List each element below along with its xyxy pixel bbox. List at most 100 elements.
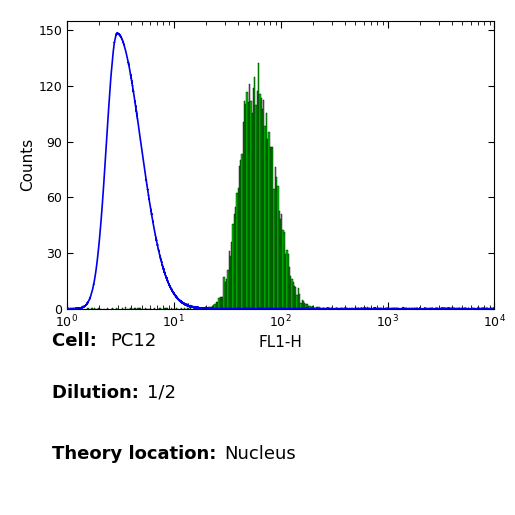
Bar xyxy=(425,307,426,309)
Bar xyxy=(276,177,277,309)
Bar xyxy=(273,188,274,309)
Bar xyxy=(244,101,245,309)
Bar xyxy=(196,308,198,309)
Bar xyxy=(315,307,316,309)
Bar xyxy=(373,308,375,309)
Text: Cell:: Cell: xyxy=(52,332,102,350)
Bar xyxy=(258,63,259,309)
Text: PC12: PC12 xyxy=(111,332,157,350)
Bar xyxy=(116,308,117,309)
Bar xyxy=(289,267,290,309)
Bar xyxy=(392,308,394,309)
Bar xyxy=(254,77,255,309)
Bar xyxy=(316,307,317,309)
Bar xyxy=(262,109,263,309)
Bar xyxy=(465,308,466,309)
Bar xyxy=(145,308,146,309)
Bar xyxy=(293,282,294,309)
Bar xyxy=(207,308,208,309)
Bar xyxy=(135,308,136,309)
Bar xyxy=(216,302,217,309)
Bar xyxy=(358,308,359,309)
Bar xyxy=(280,219,281,309)
Bar xyxy=(235,207,236,309)
Bar xyxy=(340,308,341,309)
Bar xyxy=(217,302,218,309)
Bar xyxy=(305,304,307,309)
Bar xyxy=(286,250,287,309)
Bar xyxy=(274,167,276,309)
Bar xyxy=(317,307,318,309)
Bar xyxy=(219,297,221,309)
Bar xyxy=(304,303,305,309)
Bar xyxy=(490,308,491,309)
Text: 1/2: 1/2 xyxy=(147,384,176,402)
Bar xyxy=(285,254,286,309)
Bar xyxy=(237,188,239,309)
Text: Dilution:: Dilution: xyxy=(52,384,145,402)
Bar xyxy=(112,308,113,309)
Bar xyxy=(131,308,132,309)
Bar xyxy=(302,300,303,309)
Bar xyxy=(208,307,209,309)
Bar xyxy=(295,287,297,309)
Bar xyxy=(282,230,284,309)
Bar xyxy=(360,308,362,309)
Bar xyxy=(140,308,141,309)
Bar xyxy=(267,139,268,309)
Bar xyxy=(236,193,237,309)
Bar xyxy=(352,308,353,309)
Bar xyxy=(279,211,280,309)
Bar xyxy=(410,308,412,309)
Bar xyxy=(94,308,95,309)
Bar xyxy=(240,160,242,309)
Bar xyxy=(277,185,279,309)
Bar xyxy=(250,101,252,309)
Bar xyxy=(290,276,291,309)
Bar xyxy=(284,232,285,309)
Bar xyxy=(431,308,433,309)
Bar xyxy=(190,308,192,309)
Bar xyxy=(247,92,248,309)
Bar xyxy=(184,308,185,309)
Bar xyxy=(417,308,418,309)
Bar xyxy=(211,307,212,309)
Bar xyxy=(229,251,230,309)
Bar xyxy=(242,154,243,309)
Bar xyxy=(221,297,222,309)
Bar xyxy=(225,282,226,309)
Bar xyxy=(331,308,332,309)
Bar xyxy=(67,308,68,309)
Bar xyxy=(312,306,313,309)
Bar xyxy=(107,308,108,309)
Bar xyxy=(390,308,391,309)
Bar xyxy=(318,307,320,309)
Bar xyxy=(405,308,407,309)
Bar xyxy=(268,132,269,309)
Bar xyxy=(291,279,293,309)
Bar xyxy=(133,308,135,309)
Bar xyxy=(81,307,82,309)
Bar xyxy=(218,298,219,309)
Bar xyxy=(171,308,172,309)
Bar xyxy=(259,94,261,309)
Bar xyxy=(313,307,315,309)
Bar xyxy=(255,105,257,309)
Bar xyxy=(477,308,478,309)
Bar xyxy=(385,308,386,309)
Bar xyxy=(441,308,443,309)
Bar xyxy=(230,255,231,309)
Bar xyxy=(472,308,473,309)
Bar xyxy=(200,308,201,309)
Bar xyxy=(88,308,89,309)
Bar xyxy=(227,270,229,309)
Bar xyxy=(248,102,249,309)
Bar xyxy=(367,307,368,309)
Bar xyxy=(204,308,205,309)
Bar xyxy=(226,279,227,309)
Y-axis label: Counts: Counts xyxy=(21,138,36,192)
Bar xyxy=(181,307,182,309)
Bar xyxy=(224,277,225,309)
Bar xyxy=(130,308,131,309)
Bar xyxy=(261,98,262,309)
